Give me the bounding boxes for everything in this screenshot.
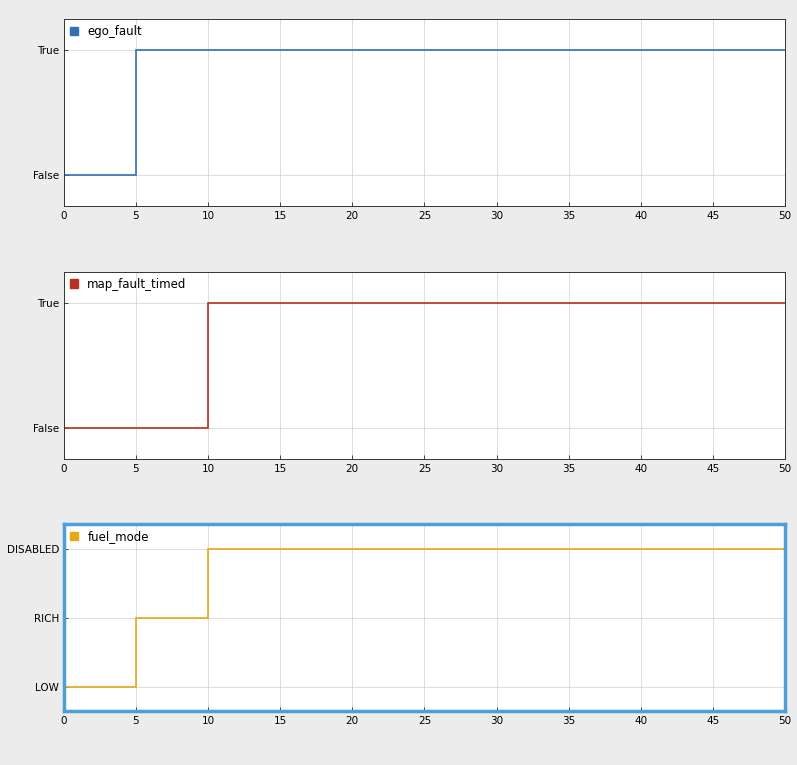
Legend: ego_fault: ego_fault bbox=[67, 23, 144, 41]
Legend: fuel_mode: fuel_mode bbox=[67, 528, 151, 545]
Legend: map_fault_timed: map_fault_timed bbox=[67, 275, 189, 293]
